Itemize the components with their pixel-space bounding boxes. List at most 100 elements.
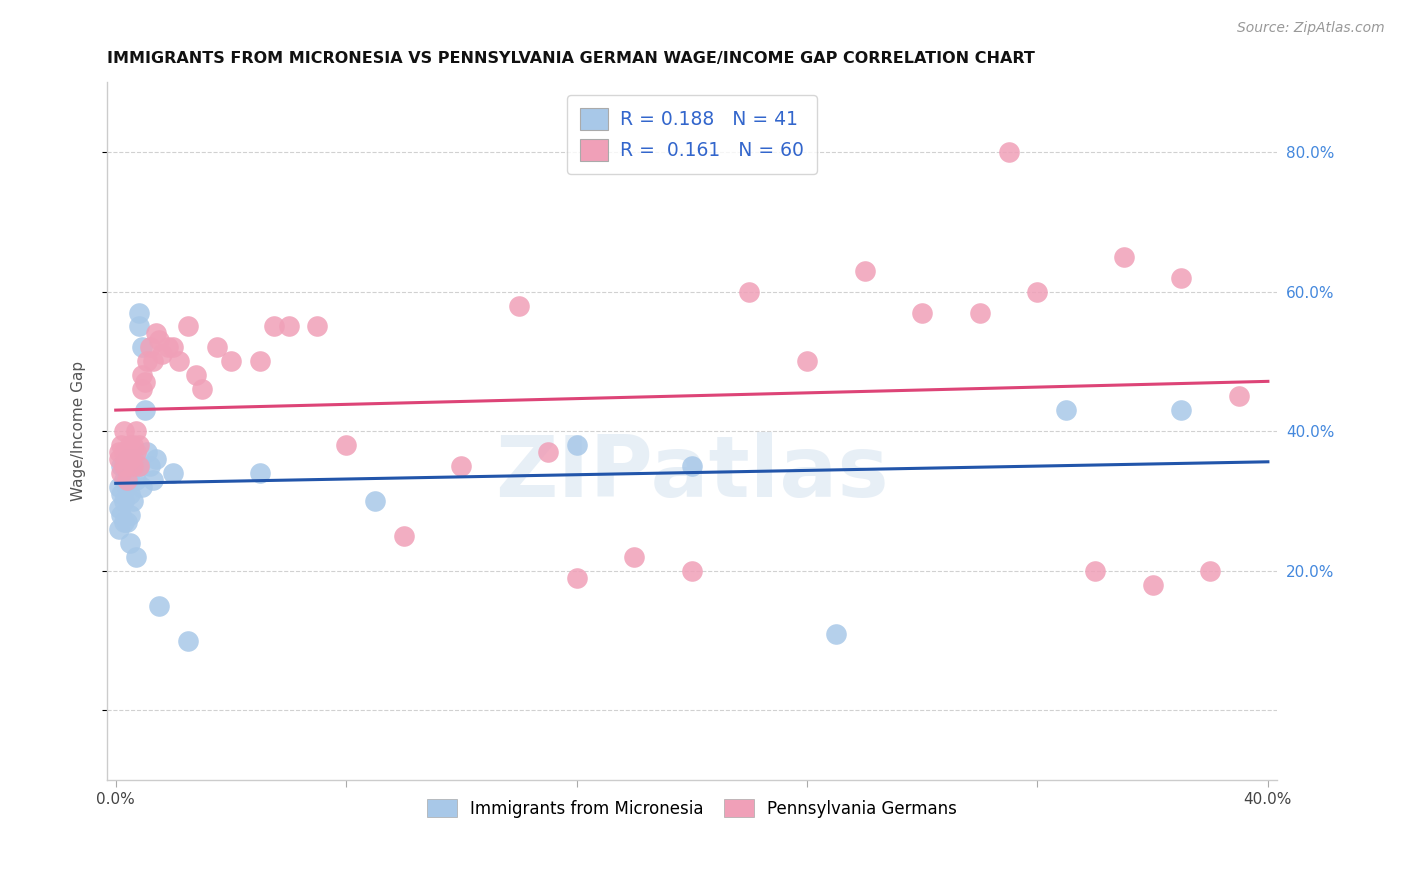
Point: [115, 473, 138, 487]
Point: [120, 508, 142, 522]
Point: [142, 473, 165, 487]
Point: [107, 501, 129, 516]
Point: [120, 536, 142, 550]
Point: [1170, 403, 1192, 417]
Point: [263, 319, 285, 334]
Point: [249, 466, 271, 480]
Point: [131, 382, 153, 396]
Point: [128, 459, 150, 474]
Point: [162, 466, 184, 480]
Point: [110, 466, 132, 480]
Point: [120, 452, 142, 467]
Y-axis label: Wage/Income Gap: Wage/Income Gap: [72, 361, 86, 501]
Point: [122, 459, 145, 474]
Point: [277, 319, 299, 334]
Point: [120, 487, 142, 501]
Point: [128, 319, 150, 334]
Point: [364, 494, 387, 508]
Point: [796, 354, 818, 368]
Point: [969, 305, 991, 319]
Point: [1227, 389, 1250, 403]
Point: [128, 305, 150, 319]
Point: [110, 508, 132, 522]
Point: [824, 626, 846, 640]
Point: [125, 473, 148, 487]
Point: [110, 438, 132, 452]
Point: [219, 354, 242, 368]
Point: [307, 319, 329, 334]
Point: [1199, 564, 1222, 578]
Point: [125, 445, 148, 459]
Point: [156, 340, 179, 354]
Point: [1084, 564, 1107, 578]
Point: [205, 340, 228, 354]
Point: [107, 480, 129, 494]
Point: [139, 459, 162, 474]
Point: [107, 452, 129, 467]
Point: [853, 263, 876, 277]
Point: [131, 480, 153, 494]
Point: [1054, 403, 1077, 417]
Point: [911, 305, 934, 319]
Point: [131, 340, 153, 354]
Point: [508, 299, 530, 313]
Legend: Immigrants from Micronesia, Pennsylvania Germans: Immigrants from Micronesia, Pennsylvania…: [420, 793, 963, 824]
Point: [112, 494, 135, 508]
Point: [125, 549, 148, 564]
Text: Source: ZipAtlas.com: Source: ZipAtlas.com: [1237, 21, 1385, 35]
Point: [738, 285, 761, 299]
Point: [150, 347, 173, 361]
Point: [134, 403, 156, 417]
Point: [128, 438, 150, 452]
Point: [120, 452, 142, 467]
Point: [112, 459, 135, 474]
Point: [1142, 578, 1164, 592]
Point: [167, 354, 190, 368]
Point: [115, 480, 138, 494]
Point: [112, 445, 135, 459]
Point: [148, 334, 170, 348]
Point: [107, 445, 129, 459]
Point: [162, 340, 184, 354]
Point: [392, 529, 415, 543]
Point: [1112, 250, 1135, 264]
Point: [145, 452, 167, 467]
Text: IMMIGRANTS FROM MICRONESIA VS PENNSYLVANIA GERMAN WAGE/INCOME GAP CORRELATION CH: IMMIGRANTS FROM MICRONESIA VS PENNSYLVAN…: [107, 51, 1035, 66]
Point: [107, 522, 129, 536]
Point: [112, 424, 135, 438]
Point: [125, 424, 148, 438]
Point: [136, 354, 159, 368]
Point: [191, 382, 214, 396]
Point: [136, 445, 159, 459]
Point: [537, 445, 560, 459]
Point: [148, 599, 170, 613]
Point: [1026, 285, 1049, 299]
Point: [122, 438, 145, 452]
Point: [122, 494, 145, 508]
Point: [112, 459, 135, 474]
Point: [565, 438, 588, 452]
Point: [186, 368, 208, 383]
Point: [249, 354, 271, 368]
Point: [115, 445, 138, 459]
Point: [134, 376, 156, 390]
Point: [139, 340, 162, 354]
Point: [115, 452, 138, 467]
Point: [1170, 270, 1192, 285]
Point: [122, 452, 145, 467]
Text: ZIPatlas: ZIPatlas: [495, 432, 889, 515]
Point: [565, 571, 588, 585]
Point: [112, 515, 135, 529]
Point: [145, 326, 167, 341]
Point: [177, 319, 200, 334]
Point: [131, 368, 153, 383]
Point: [142, 354, 165, 368]
Point: [120, 438, 142, 452]
Point: [112, 473, 135, 487]
Point: [335, 438, 357, 452]
Point: [450, 459, 472, 474]
Point: [681, 564, 703, 578]
Point: [177, 633, 200, 648]
Point: [110, 487, 132, 501]
Point: [120, 466, 142, 480]
